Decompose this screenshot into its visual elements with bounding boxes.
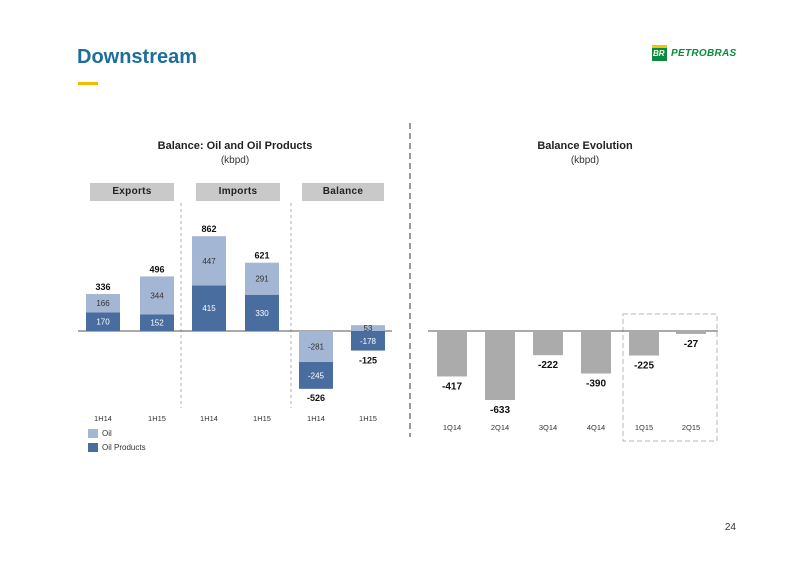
label-oil-products-2: 415 [202,304,216,313]
value-label-1q15: -225 [634,361,654,372]
value-label-2q15: -27 [684,339,699,350]
bar-oil-products-1h14-2 [192,285,226,331]
legend-item-oil: Oil [88,429,112,438]
tick-label-4q14: 4Q14 [587,423,605,432]
legend-item-oil-products: Oil Products [88,443,146,452]
total-label-0: 336 [95,282,110,292]
label-oil-5: 53 [364,324,373,333]
value-label-3q14: -222 [538,360,558,371]
bar-oil-1h15-3 [245,262,279,295]
bar-oil-products-1h15-3 [245,294,279,331]
bar-oil-products-1h15-1 [140,314,174,331]
chart2-plot: -417 1Q14 -633 2Q14 -222 3Q14 -390 4Q14 -225 1Q15… [428,330,718,432]
tick-label-5: 1H15 [359,414,377,423]
bar-evolution-4q14 [581,331,611,374]
logo-text: PETROBRAS [671,47,737,59]
legend-swatch-oil-products [88,443,98,452]
bar-oil-1h14-0 [86,294,120,313]
tick-label-2q15: 2Q15 [682,423,700,432]
legend-swatch-oil [88,429,98,438]
bar-evolution-2q15 [676,331,706,334]
label-oil-2: 447 [202,257,216,266]
total-label-1: 496 [149,264,164,274]
label-oil-0: 166 [96,299,110,308]
bar-oil-1h14-2 [192,236,226,286]
page-number: 24 [724,522,736,533]
bar-oil-1h14-4 [299,331,333,362]
chart1-subtitle: (kbpd) [220,155,250,166]
tick-label-1: 1H15 [148,414,166,423]
group-label-balance: Balance [302,183,384,201]
petrobras-logo: BR PETROBRAS [652,45,736,61]
label-oil-products-0: 170 [96,318,110,327]
chart1-plot: 170 166 1H14 152 344 1H15 415 447 1H14 330 291 1H15… [78,224,392,423]
tick-label-3: 1H15 [253,414,271,423]
label-oil-3: 291 [255,275,269,284]
total-label-4: -526 [307,393,325,403]
page-title: Downstream [77,46,198,68]
value-label-4q14: -390 [586,379,606,390]
group-label-imports: Imports [196,183,280,201]
total-label-2: 862 [201,224,216,234]
bar-oil-products-1h14-4 [299,361,333,389]
tick-label-2: 1H14 [200,414,218,423]
bar-oil-1h15-5 [351,325,385,331]
br-logo-icon: BR [652,45,667,61]
label-oil-products-3: 330 [255,309,269,318]
bar-evolution-3q14 [533,331,563,356]
label-oil-products-4: -245 [308,371,325,380]
group-label-exports: Exports [90,183,174,201]
tick-label-2q14: 2Q14 [491,423,509,432]
tick-label-0: 1H14 [94,414,112,423]
label-oil-products-5: -178 [360,337,377,346]
chart1-title: Balance: Oil and Oil Products [157,140,313,152]
value-label-1q14: -417 [442,381,462,392]
bar-oil-products-1h15-5 [351,331,385,351]
tick-label-1q14: 1Q14 [443,423,461,432]
tick-label-1q15: 1Q15 [635,423,653,432]
chart2-subtitle: (kbpd) [570,155,600,166]
title-underline [78,82,98,85]
bar-oil-1h15-1 [140,276,174,315]
bar-evolution-2q14 [485,331,515,400]
total-label-3: 621 [254,251,269,261]
label-oil-4: -281 [308,342,325,351]
bar-oil-products-1h14-0 [86,312,120,331]
label-oil-1: 344 [150,291,164,300]
tick-label-4: 1H14 [307,414,325,423]
bar-evolution-1q15 [629,331,659,356]
highlight-box [622,313,718,442]
chart2-title: Balance Evolution [537,140,633,152]
total-label-5: -125 [359,356,377,366]
bar-evolution-1q14 [437,331,467,377]
label-oil-products-1: 152 [150,319,164,328]
value-label-2q14: -633 [490,405,510,416]
tick-label-3q14: 3Q14 [539,423,557,432]
